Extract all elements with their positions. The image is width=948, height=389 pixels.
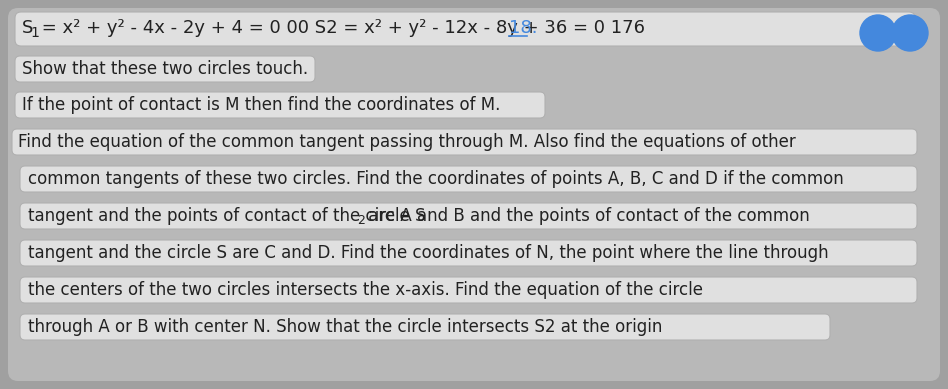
FancyBboxPatch shape (15, 56, 315, 82)
FancyBboxPatch shape (20, 277, 917, 303)
Text: S: S (22, 19, 33, 37)
Text: = x² + y² - 4x - 2y + 4 = 0 00 S2 = x² + y² - 12x - 8y + 36 = 0 176: = x² + y² - 4x - 2y + 4 = 0 00 S2 = x² +… (36, 19, 650, 37)
FancyBboxPatch shape (20, 240, 917, 266)
Text: 2: 2 (357, 214, 365, 226)
Text: tangent and the points of contact of the circle S: tangent and the points of contact of the… (28, 207, 426, 225)
Text: common tangents of these two circles. Find the coordinates of points A, B, C and: common tangents of these two circles. Fi… (28, 170, 844, 188)
Text: through A or B with center N. Show that the circle intersects S2 at the origin: through A or B with center N. Show that … (28, 318, 663, 336)
Text: Find the equation of the common tangent passing through M. Also find the equatio: Find the equation of the common tangent … (18, 133, 795, 151)
FancyBboxPatch shape (20, 314, 830, 340)
Text: are A and B and the points of contact of the common: are A and B and the points of contact of… (363, 207, 810, 225)
FancyBboxPatch shape (20, 166, 917, 192)
Text: If the point of contact is M then find the coordinates of M.: If the point of contact is M then find t… (22, 96, 501, 114)
Circle shape (860, 15, 896, 51)
FancyBboxPatch shape (8, 8, 940, 381)
FancyBboxPatch shape (15, 12, 915, 46)
Text: tangent and the circle S are C and D. Find the coordinates of N, the point where: tangent and the circle S are C and D. Fi… (28, 244, 829, 262)
Circle shape (892, 15, 928, 51)
Text: the centers of the two circles intersects the x-axis. Find the equation of the c: the centers of the two circles intersect… (28, 281, 703, 299)
Text: Show that these two circles touch.: Show that these two circles touch. (22, 60, 308, 78)
Text: 1: 1 (30, 26, 39, 40)
FancyBboxPatch shape (15, 92, 545, 118)
Text: 18.: 18. (509, 19, 538, 37)
FancyBboxPatch shape (20, 203, 917, 229)
FancyBboxPatch shape (12, 129, 917, 155)
